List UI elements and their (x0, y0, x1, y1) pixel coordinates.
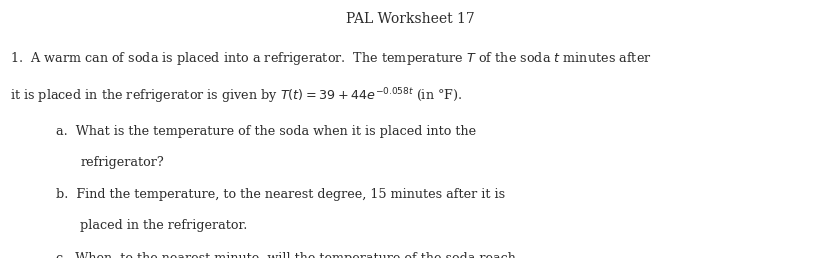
Text: b.  Find the temperature, to the nearest degree, 15 minutes after it is: b. Find the temperature, to the nearest … (56, 188, 505, 201)
Text: it is placed in the refrigerator is given by $T(t) = 39 + 44e^{-0.058t}$ (in °F): it is placed in the refrigerator is give… (10, 86, 462, 106)
Text: PAL Worksheet 17: PAL Worksheet 17 (346, 12, 475, 26)
Text: a.  What is the temperature of the soda when it is placed into the: a. What is the temperature of the soda w… (56, 125, 476, 138)
Text: refrigerator?: refrigerator? (80, 156, 164, 169)
Text: 1.  A warm can of soda is placed into a refrigerator.  The temperature $T$ of th: 1. A warm can of soda is placed into a r… (10, 50, 652, 67)
Text: c.  When, to the nearest minute, will the temperature of the soda reach: c. When, to the nearest minute, will the… (56, 252, 516, 258)
Text: placed in the refrigerator.: placed in the refrigerator. (80, 219, 248, 232)
